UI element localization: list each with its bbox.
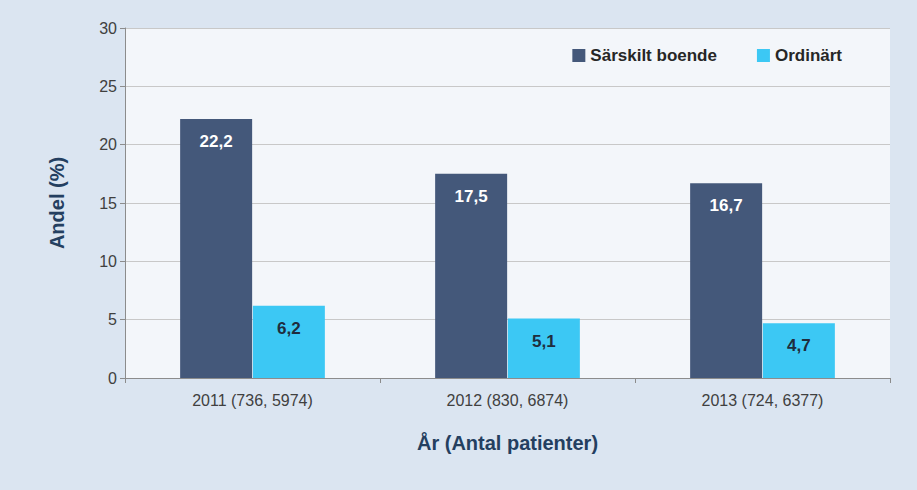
svg-text:30: 30 [99,20,117,37]
svg-text:5: 5 [108,311,117,328]
svg-text:6,2: 6,2 [277,319,301,338]
svg-text:Ordinärt: Ordinärt [775,46,842,65]
svg-text:2012 (830, 6874): 2012 (830, 6874) [447,392,569,409]
svg-text:15: 15 [99,195,117,212]
svg-text:4,7: 4,7 [787,336,811,355]
svg-text:0: 0 [108,370,117,387]
svg-text:22,2: 22,2 [200,132,233,151]
svg-text:25: 25 [99,78,117,95]
svg-text:2011 (736, 5974): 2011 (736, 5974) [192,392,313,409]
svg-text:17,5: 17,5 [455,187,488,206]
svg-text:16,7: 16,7 [710,196,743,215]
svg-text:10: 10 [99,253,117,270]
svg-text:5,1: 5,1 [532,332,556,351]
svg-text:2013 (724, 6377): 2013 (724, 6377) [702,392,824,409]
svg-text:År (Antal patienter): År (Antal patienter) [417,431,598,454]
svg-text:20: 20 [99,136,117,153]
svg-text:Särskilt boende: Särskilt boende [590,46,717,65]
svg-text:Andel (%): Andel (%) [46,157,68,249]
